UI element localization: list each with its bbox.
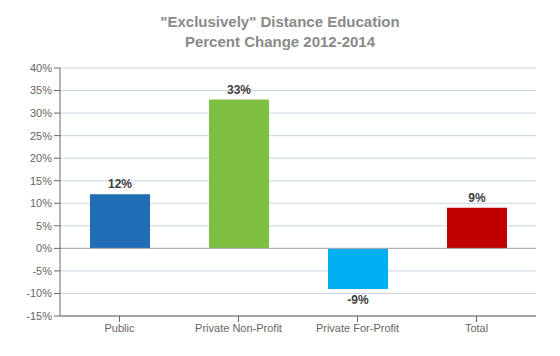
svg-text:40%: 40% [30, 62, 52, 74]
svg-text:5%: 5% [36, 220, 52, 232]
svg-text:-9%: -9% [347, 293, 369, 307]
svg-text:Public: Public [105, 322, 135, 334]
svg-text:35%: 35% [30, 84, 52, 96]
svg-text:-15%: -15% [26, 310, 52, 322]
svg-text:Total: Total [465, 322, 488, 334]
html-text:Percent Change 2012-2014: Percent Change 2012-2014 [184, 33, 375, 50]
svg-text:10%: 10% [30, 197, 52, 209]
svg-text:30%: 30% [30, 107, 52, 119]
html-text:"Exclusively" Distance Educati: "Exclusively" Distance Education [160, 13, 400, 30]
svg-text:-10%: -10% [26, 287, 52, 299]
svg-text:15%: 15% [30, 175, 52, 187]
svg-text:-5%: -5% [32, 265, 52, 277]
svg-text:12%: 12% [108, 177, 132, 191]
svg-text:33%: 33% [227, 83, 251, 97]
svg-text:Private For-Profit: Private For-Profit [316, 322, 399, 334]
svg-text:20%: 20% [30, 152, 52, 164]
svg-text:Private Non-Profit: Private Non-Profit [195, 322, 282, 334]
svg-text:9%: 9% [468, 191, 486, 205]
svg-text:0%: 0% [36, 242, 52, 254]
svg-text:25%: 25% [30, 130, 52, 142]
